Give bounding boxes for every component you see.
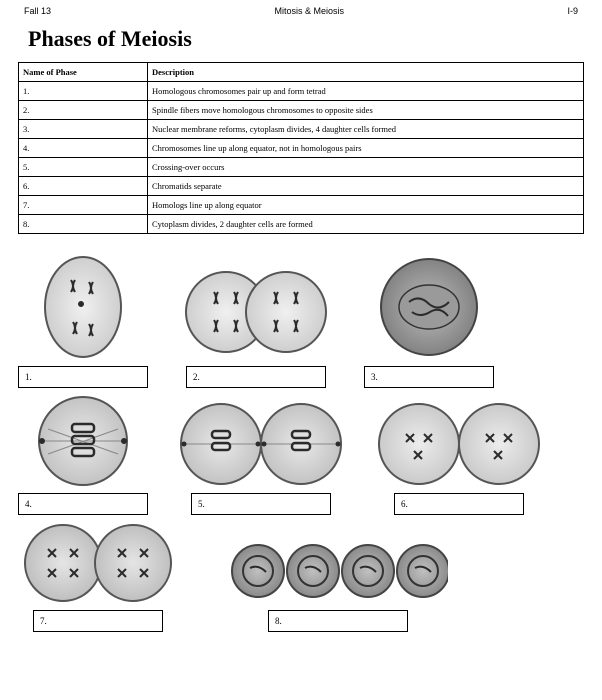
row-desc: Homologs line up along equator	[148, 196, 584, 215]
label-box-4[interactable]: 4.	[18, 493, 148, 515]
label-box-2[interactable]: 2.	[186, 366, 326, 388]
label-box-1[interactable]: 1.	[18, 366, 148, 388]
cell-interphase-icon	[374, 252, 484, 362]
label-num: 4.	[25, 499, 32, 509]
label-num: 1.	[25, 372, 32, 382]
phase-table: Name of Phase Description 1.Homologous c…	[18, 62, 584, 234]
row-num: 1.	[19, 82, 148, 101]
cell-prophase2-icon	[374, 399, 544, 489]
table-row: 4.Chromosomes line up along equator, not…	[19, 139, 584, 158]
label-num: 6.	[401, 499, 408, 509]
label-box-7[interactable]: 7.	[33, 610, 163, 632]
table-row: 2.Spindle fibers move homologous chromos…	[19, 101, 584, 120]
diagrams-area: 1.	[18, 252, 584, 632]
cell-anaphase1-icon	[18, 521, 178, 606]
header-left: Fall 13	[24, 6, 51, 16]
row-desc: Crossing-over occurs	[148, 158, 584, 177]
row-num: 6.	[19, 177, 148, 196]
row-desc: Spindle fibers move homologous chromosom…	[148, 101, 584, 120]
table-row: 5.Crossing-over occurs	[19, 158, 584, 177]
cell-prophase1-icon	[33, 252, 133, 362]
diagram-3: 3.	[364, 252, 494, 388]
label-box-5[interactable]: 5.	[191, 493, 331, 515]
row-num: 5.	[19, 158, 148, 177]
table-row: 8.Cytoplasm divides, 2 daughter cells ar…	[19, 215, 584, 234]
header-center: Mitosis & Meiosis	[274, 6, 344, 16]
diagram-5: 5.	[176, 399, 346, 515]
table-row: 3.Nuclear membrane reforms, cytoplasm di…	[19, 120, 584, 139]
label-box-8[interactable]: 8.	[268, 610, 408, 632]
row-num: 7.	[19, 196, 148, 215]
table-row: 1.Homologous chromosomes pair up and for…	[19, 82, 584, 101]
col-header-name: Name of Phase	[19, 63, 148, 82]
label-num: 7.	[40, 616, 47, 626]
diagram-4: 4.	[18, 394, 148, 515]
label-num: 2.	[193, 372, 200, 382]
label-num: 5.	[198, 499, 205, 509]
cell-metaphase2-icon	[176, 399, 346, 489]
table-row: 7.Homologs line up along equator	[19, 196, 584, 215]
diagram-7: 7.	[18, 521, 178, 632]
row-desc: Homologous chromosomes pair up and form …	[148, 82, 584, 101]
cell-telophase2-icon	[228, 536, 448, 606]
row-num: 4.	[19, 139, 148, 158]
row-num: 8.	[19, 215, 148, 234]
row-desc: Chromatids separate	[148, 177, 584, 196]
diagram-1: 1.	[18, 252, 148, 388]
label-num: 8.	[275, 616, 282, 626]
diagram-2: 2.	[176, 262, 336, 388]
row-num: 3.	[19, 120, 148, 139]
row-desc: Chromosomes line up along equator, not i…	[148, 139, 584, 158]
diagram-8: 8.	[228, 536, 448, 632]
label-box-6[interactable]: 6.	[394, 493, 524, 515]
label-num: 3.	[371, 372, 378, 382]
header-right: I-9	[567, 6, 578, 16]
table-row: 6.Chromatids separate	[19, 177, 584, 196]
row-num: 2.	[19, 101, 148, 120]
row-desc: Nuclear membrane reforms, cytoplasm divi…	[148, 120, 584, 139]
diagram-6: 6.	[374, 399, 544, 515]
cell-telophase1-icon	[176, 262, 336, 362]
page-title: Phases of Meiosis	[28, 26, 584, 52]
cell-metaphase1-icon	[28, 394, 138, 489]
row-desc: Cytoplasm divides, 2 daughter cells are …	[148, 215, 584, 234]
label-box-3[interactable]: 3.	[364, 366, 494, 388]
col-header-desc: Description	[148, 63, 584, 82]
